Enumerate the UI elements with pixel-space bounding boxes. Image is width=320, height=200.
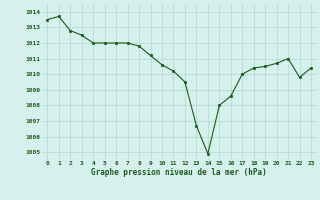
X-axis label: Graphe pression niveau de la mer (hPa): Graphe pression niveau de la mer (hPa) [91,168,267,177]
